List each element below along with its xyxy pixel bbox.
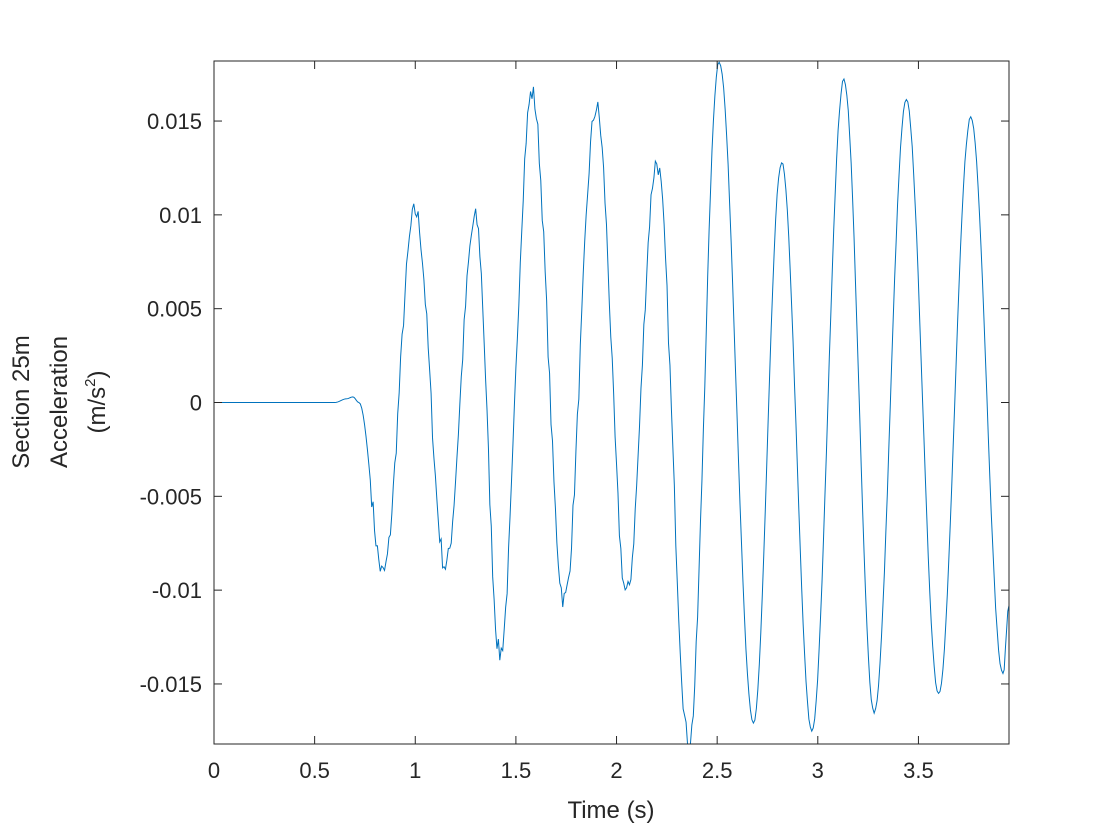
y-tick-label: -0.005	[140, 484, 202, 509]
y-tick-label: 0	[190, 391, 202, 416]
x-tick-label: 3.5	[903, 758, 934, 783]
x-tick-label: 3	[812, 758, 824, 783]
x-tick-label: 1.5	[501, 758, 532, 783]
y-axis-title-line-1: Section 25m	[8, 335, 35, 468]
x-tick-label: 0	[208, 758, 220, 783]
x-tick-label: 1	[409, 758, 421, 783]
y-axis-title-line-3: (m/s2)	[82, 371, 111, 434]
y-axis-title: Section 25m Acceleration (m/s2)	[8, 335, 111, 468]
y-unit-suffix: )	[84, 371, 111, 379]
x-tick-label: 2.5	[702, 758, 733, 783]
y-tick-label: 0.005	[147, 297, 202, 322]
y-tick-label: -0.01	[152, 578, 202, 603]
x-axis-title: Time (s)	[567, 797, 654, 824]
y-unit-prefix: (m/s	[84, 387, 111, 434]
y-tick-label: 0.01	[159, 203, 202, 228]
x-tick-label: 2	[610, 758, 622, 783]
y-unit-superscript: 2	[82, 379, 99, 387]
series-line	[214, 61, 1010, 745]
plot-area	[214, 61, 1009, 744]
series-line-layer	[214, 61, 1010, 745]
x-tick-label: 0.5	[299, 758, 330, 783]
y-tick-label: 0.015	[147, 109, 202, 134]
y-axis-title-line-2: Acceleration	[46, 336, 73, 468]
tick-layer: 0 0.5 1 1.5 2 2.5 3 3.5 0.015 0.01 0.005 0 -0.005 -0.…	[140, 61, 1009, 783]
y-tick-label: -0.015	[140, 672, 202, 697]
